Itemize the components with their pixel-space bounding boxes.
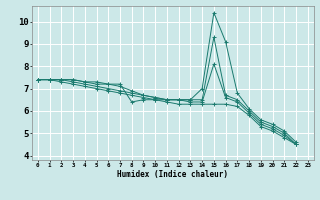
- X-axis label: Humidex (Indice chaleur): Humidex (Indice chaleur): [117, 170, 228, 179]
